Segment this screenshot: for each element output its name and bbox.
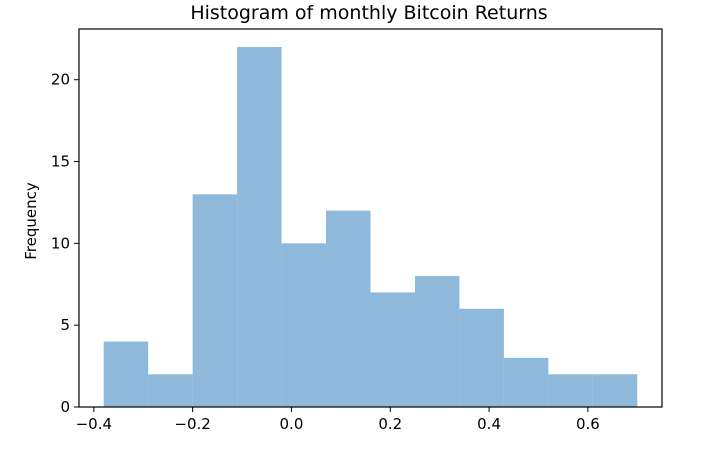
y-tick-label-4: 20 [51, 71, 70, 89]
x-tick-label-1: −0.2 [174, 415, 210, 433]
histogram-bar-3 [237, 47, 282, 407]
histogram-bar-11 [592, 374, 638, 407]
y-tick-label-2: 10 [51, 234, 70, 252]
histogram-bar-2 [192, 194, 238, 407]
y-tick-label-1: 5 [60, 316, 70, 334]
histogram-bar-4 [281, 243, 327, 407]
histogram-bar-7 [414, 276, 460, 407]
histogram-bar-6 [370, 292, 415, 407]
plot-frame [78, 28, 663, 408]
x-tick-label-4: 0.4 [477, 415, 501, 433]
x-tick-label-0: −0.4 [76, 415, 112, 433]
x-tick-label-2: 0.0 [280, 415, 304, 433]
y-tick-label-0: 0 [60, 398, 70, 416]
x-tick-label-5: 0.6 [576, 415, 600, 433]
x-tick-label-3: 0.2 [378, 415, 402, 433]
histogram-bar-5 [326, 210, 371, 407]
y-tick-label-3: 15 [51, 153, 70, 171]
y-ticks: 0 5 10 15 20 [51, 71, 79, 416]
y-axis-label: Frequency [22, 182, 40, 260]
histogram-bar-10 [548, 374, 593, 407]
bars-group [103, 47, 638, 407]
chart-title: Histogram of monthly Bitcoin Returns [190, 2, 547, 24]
histogram-bar-1 [148, 374, 193, 407]
x-ticks: −0.4 −0.2 0.0 0.2 0.4 0.6 [76, 407, 600, 433]
histogram-bar-0 [103, 341, 149, 407]
histogram-bar-9 [503, 357, 549, 407]
histogram-bar-8 [459, 308, 504, 407]
